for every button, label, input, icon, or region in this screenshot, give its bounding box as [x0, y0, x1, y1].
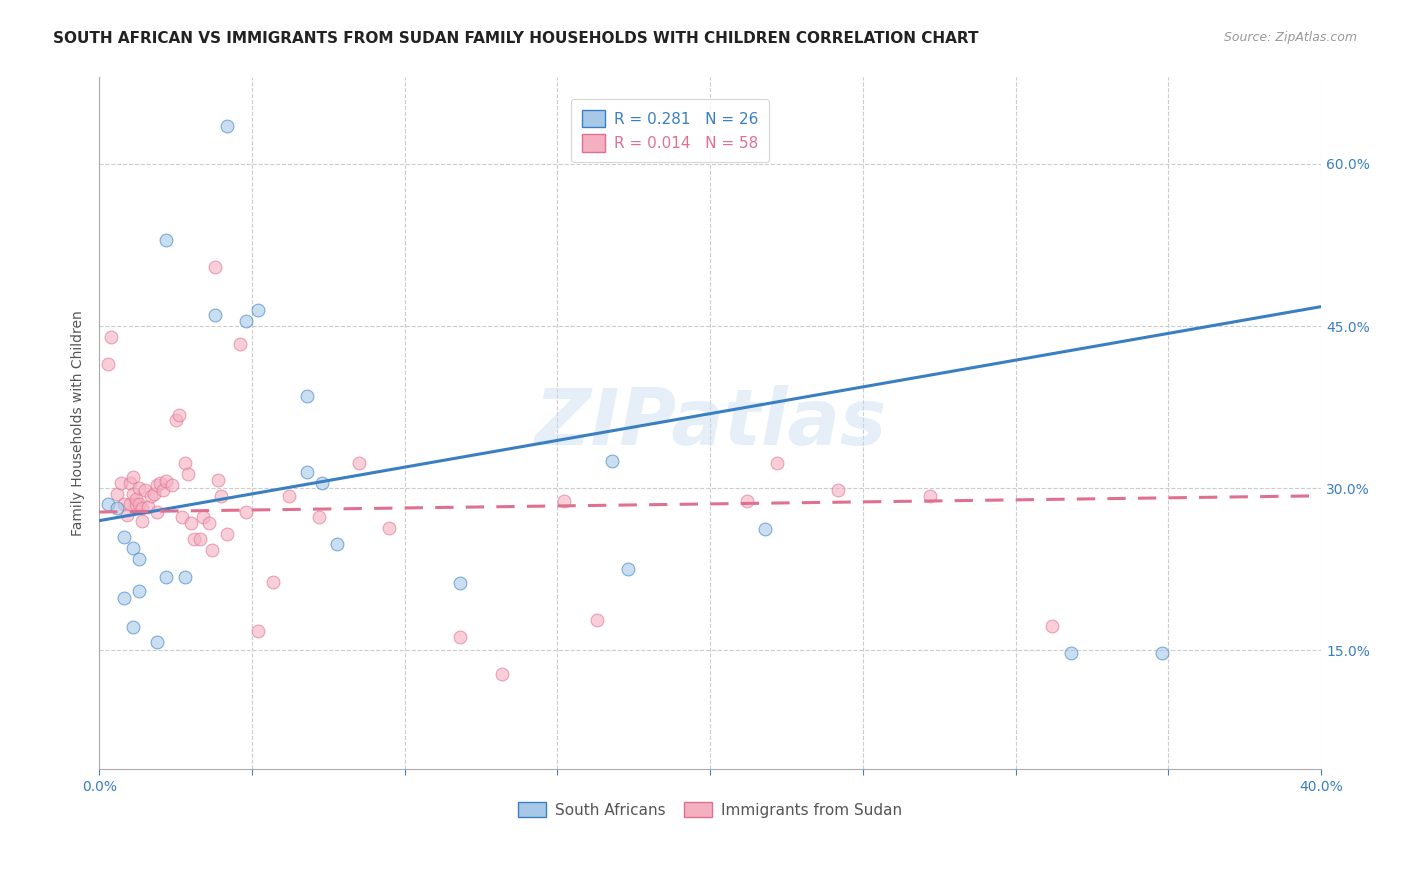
- Point: [586, 613, 609, 627]
- Text: Source: ZipAtlas.com: Source: ZipAtlas.com: [1223, 31, 1357, 45]
- Point: [121, 619, 143, 633]
- Point: [128, 551, 150, 566]
- Point: [167, 408, 190, 422]
- Point: [347, 456, 370, 470]
- Point: [131, 500, 153, 515]
- Point: [118, 475, 141, 490]
- Point: [204, 260, 226, 274]
- Point: [100, 330, 122, 344]
- Point: [112, 498, 135, 512]
- Point: [217, 119, 239, 133]
- Point: [146, 505, 169, 519]
- Point: [115, 508, 138, 523]
- Point: [246, 624, 269, 638]
- Point: [204, 308, 226, 322]
- Point: [183, 532, 205, 546]
- Point: [128, 583, 150, 598]
- Point: [110, 475, 132, 490]
- Point: [198, 516, 221, 530]
- Point: [139, 489, 162, 503]
- Point: [125, 491, 148, 506]
- Point: [165, 413, 187, 427]
- Point: [766, 456, 789, 470]
- Point: [177, 467, 200, 482]
- Point: [155, 233, 177, 247]
- Point: [143, 486, 166, 500]
- Point: [920, 489, 942, 503]
- Point: [97, 357, 120, 371]
- Point: [128, 498, 150, 512]
- Point: [97, 498, 120, 512]
- Point: [121, 486, 143, 500]
- Text: ZIPatlas: ZIPatlas: [534, 385, 886, 461]
- Point: [107, 486, 129, 500]
- Point: [735, 494, 758, 508]
- Point: [277, 489, 299, 503]
- Point: [311, 475, 333, 490]
- Point: [246, 302, 269, 317]
- Point: [136, 500, 159, 514]
- Text: SOUTH AFRICAN VS IMMIGRANTS FROM SUDAN FAMILY HOUSEHOLDS WITH CHILDREN CORRELATI: SOUTH AFRICAN VS IMMIGRANTS FROM SUDAN F…: [53, 31, 979, 46]
- Point: [201, 542, 224, 557]
- Y-axis label: Family Households with Children: Family Households with Children: [72, 310, 86, 536]
- Point: [449, 631, 471, 645]
- Point: [295, 389, 318, 403]
- Legend: South Africans, Immigrants from Sudan: South Africans, Immigrants from Sudan: [512, 796, 908, 824]
- Point: [1040, 618, 1063, 632]
- Point: [262, 575, 284, 590]
- Point: [228, 337, 250, 351]
- Point: [125, 498, 148, 512]
- Point: [180, 516, 202, 530]
- Point: [112, 530, 135, 544]
- Point: [235, 505, 257, 519]
- Point: [602, 454, 624, 468]
- Point: [191, 510, 214, 524]
- Point: [173, 456, 195, 470]
- Point: [235, 313, 257, 327]
- Point: [149, 475, 172, 490]
- Point: [188, 532, 211, 546]
- Point: [553, 494, 575, 508]
- Point: [134, 483, 156, 498]
- Point: [128, 481, 150, 495]
- Point: [146, 478, 169, 492]
- Point: [295, 465, 318, 479]
- Point: [308, 510, 330, 524]
- Point: [491, 667, 513, 681]
- Point: [118, 498, 141, 512]
- Point: [1059, 646, 1081, 660]
- Point: [827, 483, 849, 498]
- Point: [207, 473, 229, 487]
- Point: [121, 470, 143, 484]
- Point: [112, 591, 135, 606]
- Point: [217, 526, 239, 541]
- Point: [152, 483, 174, 498]
- Point: [378, 521, 401, 535]
- Point: [155, 474, 177, 488]
- Point: [121, 541, 143, 555]
- Point: [754, 522, 776, 536]
- Point: [155, 570, 177, 584]
- Point: [1152, 646, 1174, 660]
- Point: [449, 576, 471, 591]
- Point: [616, 562, 638, 576]
- Point: [107, 500, 129, 515]
- Point: [326, 537, 349, 551]
- Point: [146, 634, 169, 648]
- Point: [131, 514, 153, 528]
- Point: [162, 478, 184, 492]
- Point: [170, 510, 193, 524]
- Point: [173, 570, 195, 584]
- Point: [209, 489, 232, 503]
